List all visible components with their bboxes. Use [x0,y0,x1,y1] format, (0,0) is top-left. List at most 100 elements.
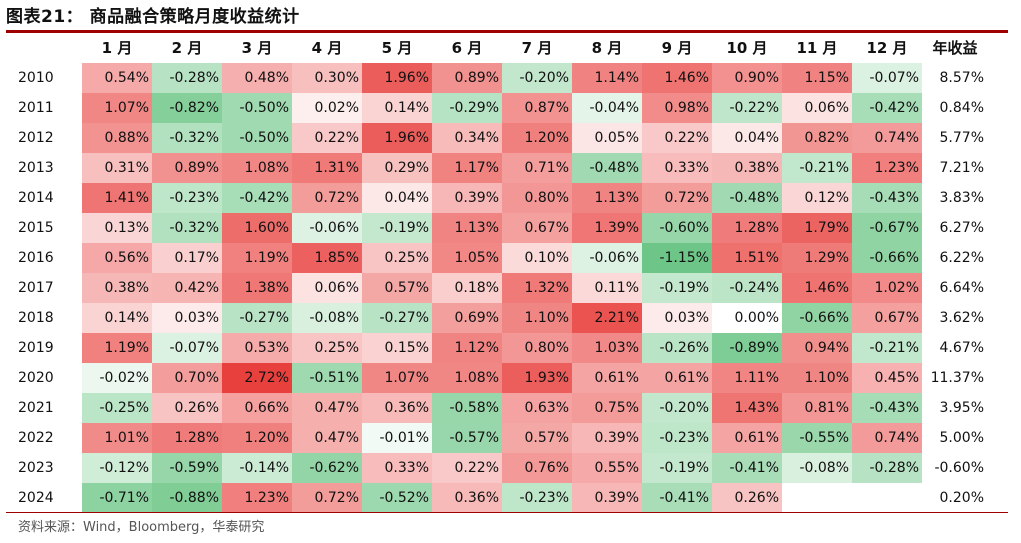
heatmap-cell: 0.14% [82,303,152,333]
heatmap-cell: -0.43% [852,183,922,213]
heatmap-cell: -0.27% [222,303,292,333]
heatmap-cell [782,483,852,513]
annual-value: 3.83% [939,190,984,206]
heatmap-cell: 1.12% [432,333,502,363]
heatmap-cell: 1.07% [82,93,152,123]
heatmap-cell: 0.38% [712,153,782,183]
heatmap-cell: 0.06% [292,273,362,303]
heatmap-cell: 0.71% [502,153,572,183]
year-label: 2013 [18,160,54,176]
heatmap-cell: 0.00% [712,303,782,333]
year-label: 2019 [18,340,54,356]
heatmap-cell: -0.41% [712,453,782,483]
heatmap-cell: 0.74% [852,123,922,153]
heatmap-cell: 1.29% [782,243,852,273]
heatmap-cell: 0.33% [642,153,712,183]
heatmap-cell: 1.60% [222,213,292,243]
month-header: 8 月 [591,39,623,57]
heatmap-cell: 0.10% [502,243,572,273]
heatmap-cell: 0.72% [292,483,362,513]
heatmap-cell: 0.54% [82,63,152,93]
heatmap-cell: 0.05% [572,123,642,153]
heatmap-cell: 1.15% [782,63,852,93]
heatmap-cell: 1.96% [362,123,432,153]
heatmap-cell: -0.66% [782,303,852,333]
heatmap-cell: 1.10% [782,363,852,393]
heatmap-cell: -0.23% [152,183,222,213]
heatmap-cell: 0.25% [292,333,362,363]
heatmap-cell: 1.07% [362,363,432,393]
heatmap-cell: 0.63% [502,393,572,423]
heatmap-cell: 2.21% [572,303,642,333]
heatmap-cell: 1.13% [572,183,642,213]
heatmap-cell: 0.57% [362,273,432,303]
heatmap-cell: -0.12% [82,453,152,483]
heatmap-cell: 1.19% [222,243,292,273]
annual-value: 6.27% [939,220,984,236]
heatmap-cell: 0.15% [362,333,432,363]
annual-value: 0.84% [939,100,984,116]
heatmap-cell: 1.08% [222,153,292,183]
heatmap-cell: 0.03% [642,303,712,333]
heatmap-cell: -0.07% [152,333,222,363]
month-header: 6 月 [451,39,483,57]
heatmap-cell: -0.22% [712,93,782,123]
heatmap-cell: -0.08% [782,453,852,483]
annual-value: 6.64% [939,280,984,296]
month-header: 2 月 [171,39,203,57]
heatmap-cell: 0.56% [82,243,152,273]
year-label: 2014 [18,190,54,206]
month-header: 12 月 [866,39,908,57]
heatmap-cell: -0.07% [852,63,922,93]
month-header: 10 月 [726,39,768,57]
heatmap-cell: 0.80% [502,333,572,363]
heatmap-cell: 0.61% [712,423,782,453]
month-header: 9 月 [661,39,693,57]
heatmap-cell: 1.31% [292,153,362,183]
year-label: 2023 [18,460,54,476]
heatmap-cell: 1.28% [712,213,782,243]
heatmap-cell: 0.47% [292,423,362,453]
heatmap-cell: 0.67% [852,303,922,333]
year-label: 2010 [18,70,54,86]
heatmap-cell: -0.32% [152,123,222,153]
heatmap-cell: 1.32% [502,273,572,303]
annual-value: -0.60% [934,460,984,476]
year-label: 2017 [18,280,54,296]
heatmap-cell: 1.03% [572,333,642,363]
heatmap-cell: 1.43% [712,393,782,423]
annual-value: 5.77% [939,130,984,146]
heatmap-cell: 0.26% [712,483,782,513]
heatmap-cell: 0.70% [152,363,222,393]
bottom-divider [6,512,1008,513]
heatmap-cell: 0.04% [712,123,782,153]
heatmap-cell: -0.88% [152,483,222,513]
heatmap-cell: 0.14% [362,93,432,123]
heatmap-cell: 0.36% [432,483,502,513]
heatmap-cell: 0.82% [782,123,852,153]
heatmap-cell: 1.23% [222,483,292,513]
month-header: 3 月 [241,39,273,57]
heatmap-cell: -0.82% [152,93,222,123]
heatmap-cell: 0.17% [152,243,222,273]
heatmap-cell: 0.53% [222,333,292,363]
heatmap-cell: 0.34% [432,123,502,153]
heatmap-cell: 0.13% [82,213,152,243]
heatmap-cell: 0.42% [152,273,222,303]
heatmap-cell: 1.17% [432,153,502,183]
heatmap-cell: 0.74% [852,423,922,453]
heatmap-cell: 1.79% [782,213,852,243]
heatmap-cell: 0.81% [782,393,852,423]
annual-value: 5.00% [939,430,984,446]
heatmap-cell: -0.08% [292,303,362,333]
source-note: 资料来源：Wind，Bloomberg，华泰研究 [18,520,265,535]
heatmap-cell: -0.51% [292,363,362,393]
annual-value: 0.20% [939,490,984,506]
annual-value: 7.21% [939,160,984,176]
heatmap-cell: 0.38% [82,273,152,303]
heatmap-cell: 0.12% [782,183,852,213]
heatmap-cell: 0.04% [362,183,432,213]
heatmap-table: 1 月 2 月 3 月 4 月 5 月 6 月 7 月 8 月 9 月 10 月 11 月 12 月 年… [14,33,1008,513]
heatmap-cell: 0.22% [292,123,362,153]
heatmap-cell: 1.96% [362,63,432,93]
